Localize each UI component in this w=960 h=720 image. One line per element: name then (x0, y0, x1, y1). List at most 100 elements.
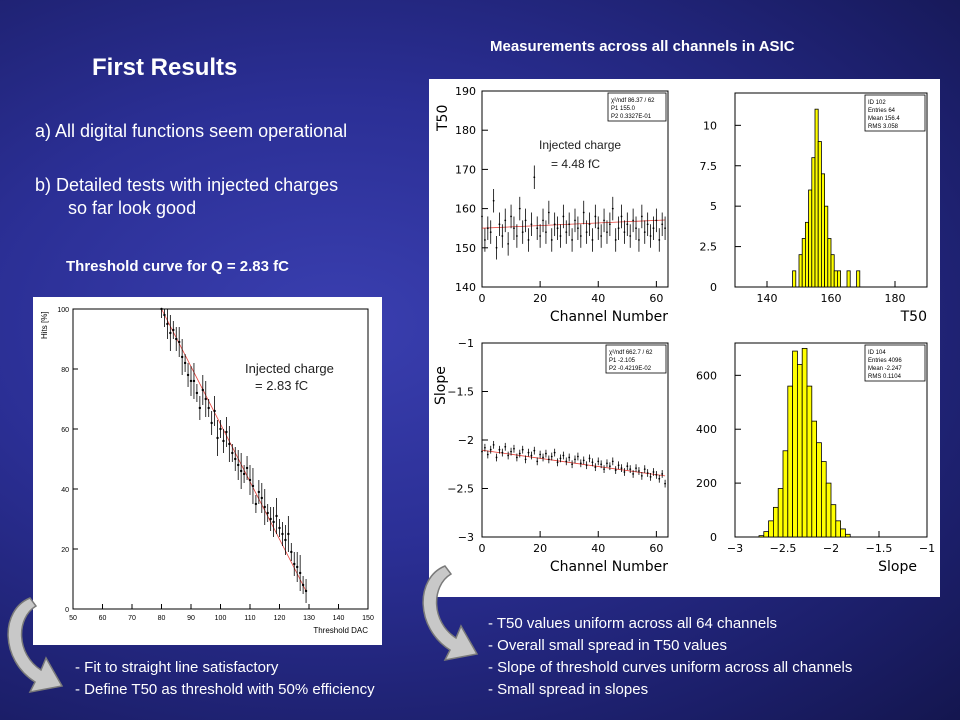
y-tick-label: 5 (710, 200, 717, 213)
data-point (620, 467, 623, 470)
data-point (606, 462, 608, 465)
histogram-bar (808, 189, 813, 288)
data-point (524, 219, 527, 222)
histogram-bar (825, 482, 832, 538)
histogram-bar (846, 270, 851, 288)
histogram-bar (820, 173, 825, 288)
x-tick-label: 100 (215, 615, 227, 622)
x-axis-label: Channel Number (550, 309, 668, 325)
data-point (594, 466, 597, 469)
data-point (263, 505, 266, 509)
data-point (655, 474, 658, 476)
stats-box (605, 344, 667, 374)
data-point (571, 463, 573, 466)
data-point (481, 215, 483, 218)
x-tick-label: 0 (479, 292, 486, 305)
data-point (658, 477, 661, 480)
right-notes: - T50 values uniform across all 64 chann… (488, 613, 852, 701)
data-point (640, 474, 643, 477)
x-tick-label: 140 (757, 292, 778, 305)
data-point (582, 459, 585, 462)
data-point (574, 458, 576, 461)
histogram-bar (804, 221, 809, 288)
histogram-bar (814, 108, 819, 288)
histogram-bar (827, 238, 832, 288)
data-point (160, 307, 163, 311)
right-note: - Overall small spread in T50 values (488, 637, 727, 654)
x-tick-label: 60 (649, 292, 663, 305)
data-point (186, 373, 190, 377)
y-tick-label: 10 (703, 119, 717, 132)
x-tick-label: 60 (99, 615, 107, 622)
data-point (591, 461, 594, 464)
data-point (213, 409, 216, 413)
x-axis-label: Slope (878, 559, 917, 575)
data-point (588, 457, 591, 460)
data-point (260, 496, 263, 500)
stats-line: Entries 64 (868, 108, 896, 114)
right-note: - Small spread in slopes (488, 681, 649, 698)
histogram-bar (777, 488, 784, 538)
data-point (504, 219, 507, 222)
data-point (210, 421, 213, 425)
data-point (579, 235, 582, 237)
histogram-bar (833, 270, 838, 288)
data-point (643, 231, 646, 234)
data-point (304, 589, 308, 593)
plot-frame (72, 308, 369, 610)
data-point (527, 451, 530, 454)
data-point (254, 502, 258, 506)
data-point (542, 219, 544, 222)
data-point (515, 235, 518, 237)
data-point (635, 467, 637, 470)
x-tick-label: −2.5 (770, 542, 797, 555)
data-point (536, 460, 539, 463)
data-point (513, 227, 515, 230)
data-point (207, 406, 210, 410)
histogram-bar (820, 461, 827, 538)
data-point (597, 227, 600, 230)
data-point (643, 468, 646, 470)
data-point (617, 464, 620, 467)
x-tick-label: 20 (533, 542, 547, 555)
data-point (204, 397, 207, 401)
data-point (287, 532, 290, 536)
data-point (568, 456, 571, 459)
y-tick-label: −2.5 (447, 483, 474, 496)
data-point (608, 223, 611, 226)
data-point (266, 511, 269, 515)
histogram-bar (787, 385, 793, 538)
histogram-bar (763, 531, 769, 538)
stats-line: Mean 156.4 (868, 116, 900, 122)
data-point (632, 473, 635, 475)
data-point (585, 464, 588, 467)
histogram-bar (811, 420, 817, 538)
data-point (198, 406, 202, 410)
y-tick-label: 0 (65, 607, 69, 614)
x-tick-label: 150 (362, 615, 374, 622)
data-point (518, 452, 521, 455)
measurements-heading: Measurements across all channels in ASIC (490, 38, 795, 55)
right-note: - Slope of threshold curves uniform acro… (488, 659, 853, 676)
histogram-bar (811, 157, 816, 288)
data-point (284, 538, 287, 542)
data-point (600, 463, 603, 466)
data-point (518, 207, 521, 210)
x-tick-label: 0 (479, 542, 486, 555)
x-axis-label: Threshold DAC (313, 626, 368, 635)
y-axis-label: Slope (433, 366, 449, 405)
data-point (635, 227, 637, 230)
stats-line: ID 102 (868, 100, 886, 106)
data-point (655, 219, 658, 222)
x-tick-label: 40 (591, 292, 605, 305)
data-point (219, 427, 222, 431)
data-point (239, 469, 243, 473)
y-tick-label: −3 (458, 531, 474, 544)
data-point (530, 223, 533, 226)
histogram-bar (801, 238, 806, 288)
data-point (278, 526, 281, 530)
data-point (620, 215, 623, 218)
data-point (201, 388, 204, 392)
data-point (539, 235, 542, 237)
data-point (489, 448, 492, 451)
